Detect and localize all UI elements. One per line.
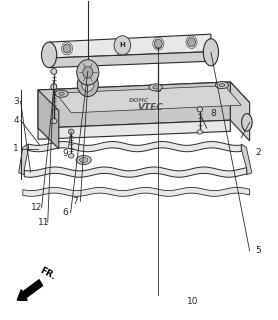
Text: 3: 3 bbox=[13, 97, 19, 106]
Polygon shape bbox=[38, 90, 59, 149]
Polygon shape bbox=[241, 144, 252, 175]
Polygon shape bbox=[28, 141, 241, 152]
Ellipse shape bbox=[51, 85, 56, 89]
Text: 4: 4 bbox=[13, 116, 19, 125]
Ellipse shape bbox=[68, 154, 74, 158]
Circle shape bbox=[77, 72, 98, 97]
Ellipse shape bbox=[156, 88, 161, 92]
Ellipse shape bbox=[219, 84, 225, 87]
Polygon shape bbox=[49, 34, 211, 58]
Circle shape bbox=[83, 67, 93, 78]
Circle shape bbox=[114, 36, 131, 55]
Ellipse shape bbox=[153, 86, 158, 89]
Polygon shape bbox=[24, 167, 247, 177]
Ellipse shape bbox=[215, 82, 229, 89]
Polygon shape bbox=[56, 86, 241, 113]
Polygon shape bbox=[38, 120, 230, 139]
Text: H: H bbox=[120, 42, 125, 48]
Circle shape bbox=[77, 60, 99, 85]
Ellipse shape bbox=[76, 156, 91, 164]
Ellipse shape bbox=[41, 42, 57, 68]
Ellipse shape bbox=[197, 107, 203, 112]
Ellipse shape bbox=[59, 92, 64, 95]
Ellipse shape bbox=[51, 68, 57, 74]
Ellipse shape bbox=[149, 84, 162, 91]
Text: DOHC: DOHC bbox=[129, 98, 149, 103]
Circle shape bbox=[155, 39, 162, 48]
Text: VTEC: VTEC bbox=[137, 103, 163, 112]
Text: 11: 11 bbox=[38, 218, 49, 227]
Polygon shape bbox=[38, 82, 250, 111]
Ellipse shape bbox=[203, 39, 219, 66]
Circle shape bbox=[63, 44, 71, 53]
Circle shape bbox=[188, 38, 195, 47]
Polygon shape bbox=[19, 144, 28, 175]
Ellipse shape bbox=[242, 114, 252, 131]
FancyArrow shape bbox=[17, 280, 43, 300]
Ellipse shape bbox=[51, 84, 57, 90]
Text: 5: 5 bbox=[255, 246, 261, 255]
Text: 1: 1 bbox=[13, 144, 19, 153]
Ellipse shape bbox=[80, 158, 88, 162]
Polygon shape bbox=[230, 82, 250, 141]
Ellipse shape bbox=[55, 90, 68, 97]
Ellipse shape bbox=[51, 119, 57, 124]
Text: 8: 8 bbox=[211, 109, 217, 118]
Text: 10: 10 bbox=[187, 297, 199, 306]
Ellipse shape bbox=[197, 130, 203, 134]
Text: 9: 9 bbox=[63, 149, 69, 158]
Text: 6: 6 bbox=[63, 208, 69, 217]
Text: 12: 12 bbox=[31, 203, 42, 212]
Text: 2: 2 bbox=[255, 148, 261, 156]
Ellipse shape bbox=[155, 43, 162, 49]
Polygon shape bbox=[23, 188, 250, 196]
Circle shape bbox=[82, 77, 94, 92]
Polygon shape bbox=[49, 52, 211, 68]
Text: FR.: FR. bbox=[38, 266, 57, 282]
Polygon shape bbox=[38, 82, 230, 128]
Ellipse shape bbox=[68, 129, 74, 134]
Text: 7: 7 bbox=[73, 197, 78, 206]
